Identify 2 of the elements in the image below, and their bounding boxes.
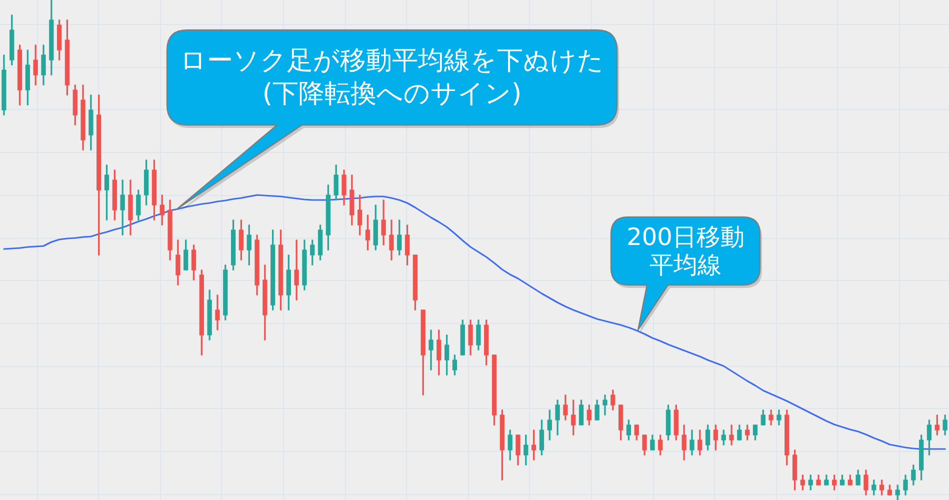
annotation: 200日移動平均線 xyxy=(626,223,746,279)
annotation: ローソク足が移動平均線を下ぬけた (下降転換へのサイン) xyxy=(180,44,604,110)
